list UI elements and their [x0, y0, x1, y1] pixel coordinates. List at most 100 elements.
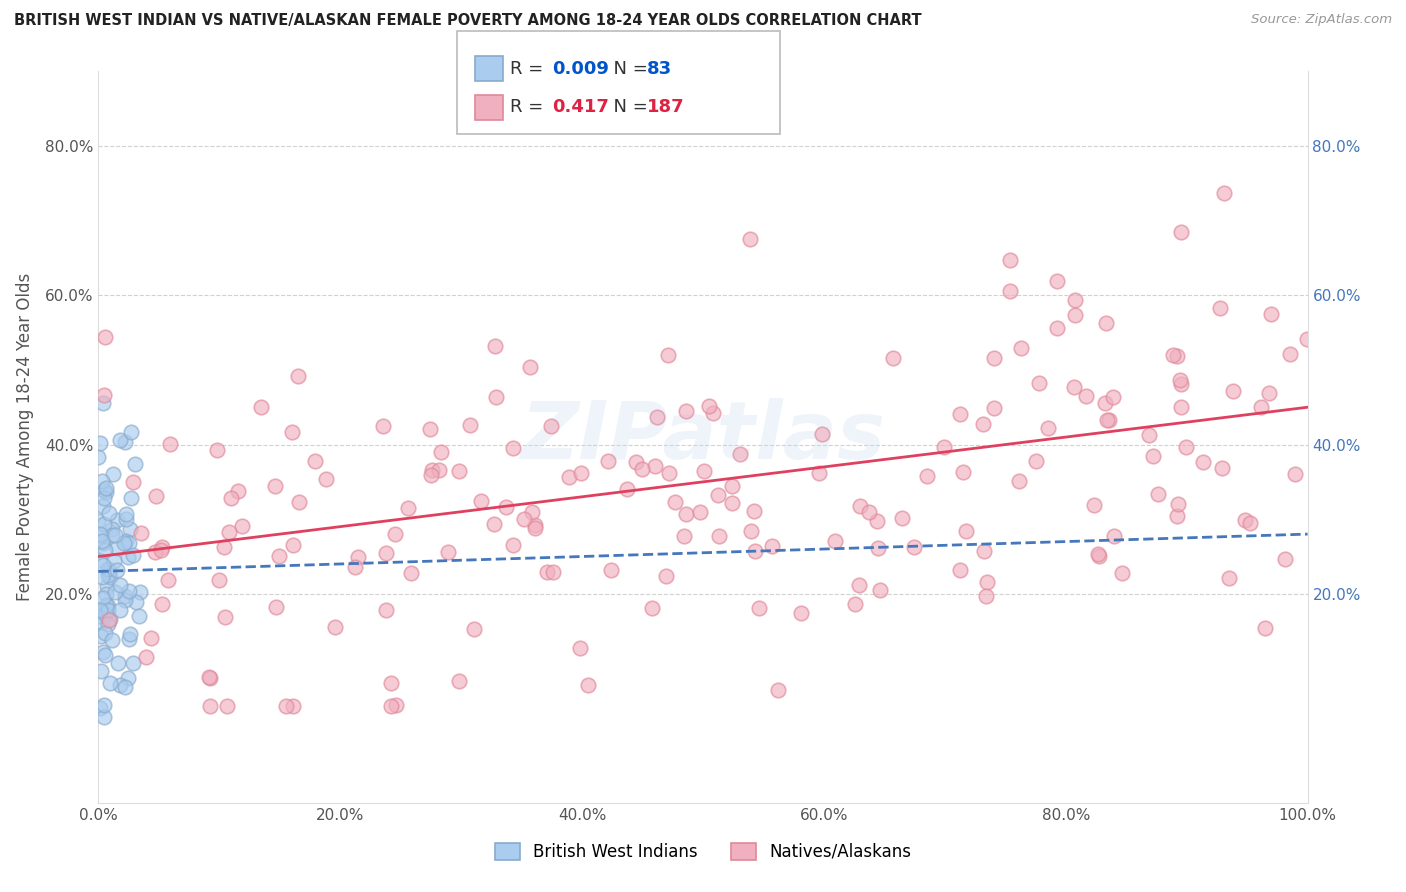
- Point: [470, 494, 492, 508]
- Point: [89, 552, 111, 566]
- Point: [932, 440, 955, 454]
- Point: [118, 583, 141, 598]
- Point: [125, 595, 148, 609]
- Point: [98, 675, 121, 690]
- Point: [91, 500, 114, 514]
- Point: [998, 284, 1021, 298]
- Point: [129, 526, 152, 541]
- Point: [288, 495, 311, 509]
- Point: [205, 443, 228, 458]
- Point: [866, 541, 889, 555]
- Point: [87, 450, 110, 465]
- Point: [107, 656, 129, 670]
- Legend: British West Indians, Natives/Alaskans: British West Indians, Natives/Alaskans: [488, 836, 918, 868]
- Point: [97, 562, 120, 576]
- Point: [485, 390, 508, 404]
- Point: [903, 540, 925, 554]
- Point: [1234, 513, 1257, 527]
- Y-axis label: Female Poverty Among 18-24 Year Olds: Female Poverty Among 18-24 Year Olds: [15, 273, 34, 601]
- Point: [90, 664, 112, 678]
- Point: [128, 609, 150, 624]
- Point: [882, 351, 904, 365]
- Point: [1028, 376, 1050, 390]
- Point: [1064, 293, 1087, 308]
- Point: [720, 479, 742, 493]
- Text: N =: N =: [602, 60, 659, 78]
- Point: [87, 515, 110, 529]
- Point: [858, 505, 880, 519]
- Point: [766, 683, 789, 698]
- Point: [740, 232, 762, 246]
- Point: [385, 698, 408, 712]
- Text: Source: ZipAtlas.com: Source: ZipAtlas.com: [1251, 13, 1392, 27]
- Point: [93, 491, 115, 505]
- Point: [540, 418, 562, 433]
- Point: [198, 670, 221, 684]
- Point: [866, 514, 889, 528]
- Point: [740, 524, 762, 538]
- Point: [1094, 316, 1116, 330]
- Point: [139, 632, 162, 646]
- Point: [748, 601, 770, 615]
- Point: [697, 400, 720, 414]
- Point: [1170, 401, 1192, 415]
- Point: [114, 589, 136, 603]
- Point: [1111, 566, 1133, 580]
- Point: [228, 484, 250, 499]
- Point: [94, 599, 117, 613]
- Point: [495, 500, 517, 514]
- Point: [1098, 413, 1121, 427]
- Point: [118, 632, 141, 647]
- Point: [1192, 455, 1215, 469]
- Point: [87, 608, 110, 623]
- Point: [117, 549, 139, 564]
- Point: [1166, 509, 1188, 524]
- Point: [380, 675, 402, 690]
- Point: [90, 629, 112, 643]
- Point: [215, 698, 238, 713]
- Point: [94, 485, 117, 500]
- Point: [100, 612, 122, 626]
- Point: [120, 523, 142, 537]
- Point: [380, 698, 402, 713]
- Point: [915, 468, 938, 483]
- Point: [91, 591, 114, 606]
- Point: [976, 575, 998, 590]
- Point: [1274, 552, 1296, 566]
- Point: [114, 680, 136, 694]
- Point: [675, 507, 697, 521]
- Point: [1094, 396, 1116, 410]
- Point: [97, 599, 120, 614]
- Point: [599, 563, 621, 577]
- Point: [91, 395, 114, 409]
- Point: [91, 558, 114, 572]
- Point: [1137, 428, 1160, 442]
- Point: [100, 633, 122, 648]
- Point: [89, 701, 111, 715]
- Point: [419, 468, 441, 483]
- Point: [721, 495, 744, 509]
- Point: [94, 543, 117, 558]
- Point: [267, 549, 290, 564]
- Point: [673, 529, 696, 543]
- Point: [121, 475, 143, 489]
- Point: [122, 548, 145, 562]
- Point: [419, 422, 441, 436]
- Point: [283, 698, 305, 713]
- Point: [484, 339, 506, 353]
- Point: [343, 559, 366, 574]
- Point: [207, 574, 229, 588]
- Point: [824, 534, 846, 549]
- Point: [98, 613, 121, 627]
- Point: [347, 549, 370, 564]
- Point: [972, 417, 994, 432]
- Point: [263, 478, 285, 492]
- Point: [1254, 621, 1277, 635]
- Point: [93, 536, 115, 550]
- Point: [952, 466, 974, 480]
- Point: [1101, 390, 1123, 404]
- Point: [689, 505, 711, 519]
- Point: [93, 388, 115, 402]
- Point: [512, 512, 534, 526]
- Point: [93, 710, 115, 724]
